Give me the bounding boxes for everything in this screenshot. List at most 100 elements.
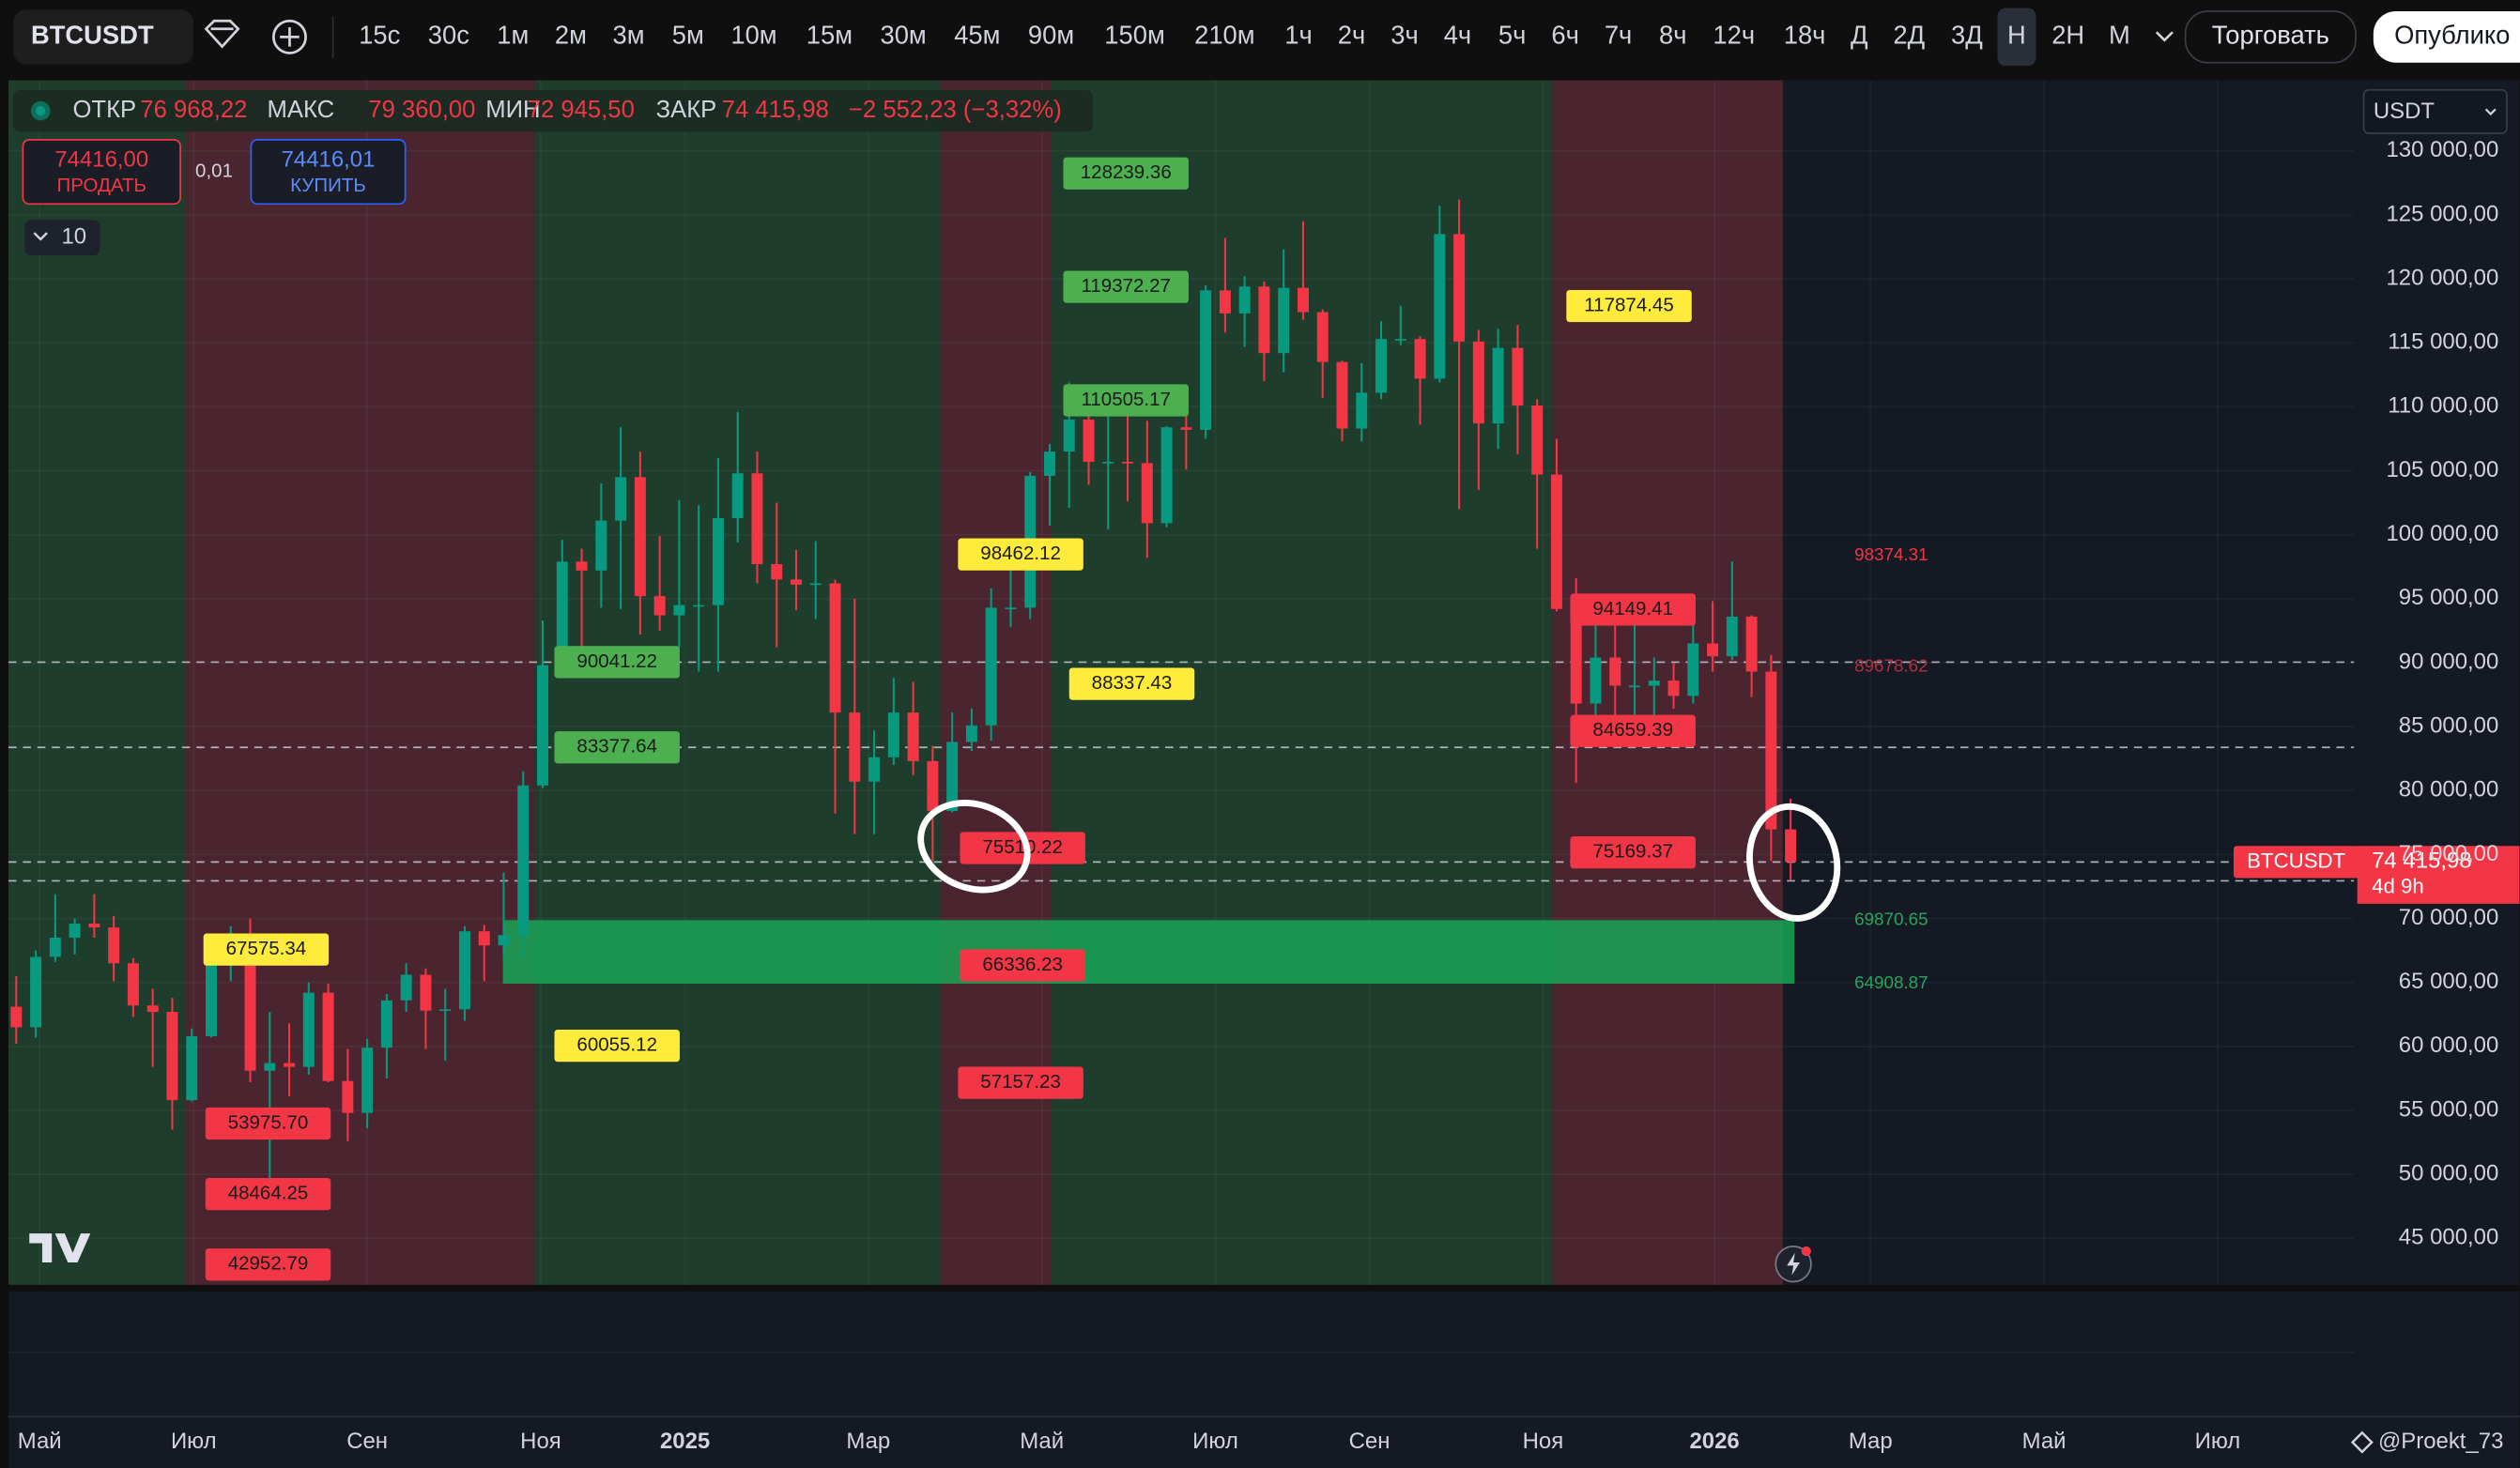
candle-body (791, 579, 802, 585)
interval-button[interactable]: 3ч (1391, 21, 1418, 50)
level-label-box (1570, 836, 1696, 869)
interval-button[interactable]: 210м (1194, 21, 1254, 50)
level-label: 110505.17 (1082, 389, 1171, 410)
interval-button[interactable]: 5м (672, 21, 704, 50)
candle-body (498, 935, 510, 946)
interval-button[interactable]: 8ч (1659, 21, 1686, 50)
candle-body (849, 712, 861, 782)
level-label: 66336.23 (982, 954, 1063, 975)
interval-button[interactable]: 1м (497, 21, 529, 50)
level-label: 75510.22 (982, 836, 1063, 858)
y-tick-label: 65 000,00 (2399, 969, 2499, 994)
y-tick-label: 85 000,00 (2399, 712, 2499, 738)
interval-button[interactable]: 30с (428, 21, 469, 50)
candle-body (1707, 643, 1719, 657)
candle-body (887, 712, 899, 757)
publish-button[interactable] (2373, 10, 2520, 63)
candle-body (615, 477, 627, 521)
interval-button[interactable]: 3Д (1951, 21, 1983, 50)
interval-button[interactable]: 2ч (1338, 21, 1365, 50)
trade-button[interactable] (2184, 10, 2357, 64)
candle-body (1316, 312, 1329, 362)
interval-button[interactable]: 15с (359, 21, 400, 50)
candle-body (127, 963, 139, 1006)
x-tick-label: Сен (1349, 1429, 1391, 1454)
level-label-box (1063, 157, 1189, 190)
indicators-toggle[interactable] (24, 220, 100, 256)
candle-body (907, 712, 919, 761)
diamond-icon[interactable] (204, 19, 240, 49)
interval-button[interactable]: 12ч (1713, 21, 1755, 50)
interval-button[interactable]: 45м (954, 21, 1000, 50)
level-label: 42952.79 (228, 1253, 309, 1275)
interval-button[interactable]: 1ч (1284, 21, 1312, 50)
level-label-box (1063, 384, 1189, 417)
candle-body (1102, 461, 1114, 464)
level-label-box (1570, 714, 1696, 747)
symbol-search[interactable] (13, 9, 193, 65)
interval-button[interactable]: 150м (1104, 21, 1164, 50)
candle-body (1512, 347, 1524, 406)
interval-button[interactable]: 6ч (1551, 21, 1578, 50)
interval-button[interactable]: 10м (730, 21, 776, 50)
level-label: 53975.70 (228, 1111, 309, 1133)
candle-body (927, 760, 939, 812)
legend-value: 72 945,50 (528, 97, 635, 123)
candle-body (1648, 680, 1660, 686)
buy-button[interactable] (250, 139, 407, 206)
candle-body (868, 757, 881, 782)
interval-button[interactable]: 90м (1028, 21, 1074, 50)
add-icon[interactable] (271, 19, 307, 54)
interval-button[interactable]: 15м (807, 21, 853, 50)
y-tick-label: 50 000,00 (2399, 1160, 2499, 1185)
interval-button[interactable]: 2Н (2051, 21, 2084, 50)
x-tick-label: Май (18, 1429, 62, 1454)
candle-body (420, 974, 432, 1011)
candle-body (1531, 405, 1544, 475)
candle-body (1356, 392, 1368, 429)
level-label-box (1570, 593, 1696, 626)
interval-button[interactable]: 3м (612, 21, 644, 50)
candle-body (731, 473, 744, 518)
right-level-label: 64908.87 (1854, 972, 1928, 992)
interval-button[interactable]: 7ч (1605, 21, 1632, 50)
y-tick-label: 130 000,00 (2386, 137, 2498, 162)
interval-button[interactable]: 2м (555, 21, 587, 50)
candle-body (1453, 234, 1466, 342)
interval-button[interactable]: М (2109, 21, 2130, 50)
candle-body (965, 725, 977, 742)
legend-key: МИН (485, 97, 540, 123)
trend-zone (8, 80, 185, 1285)
y-tick-label: 115 000,00 (2388, 329, 2498, 355)
x-tick-label: Июл (2195, 1429, 2241, 1454)
interval-button[interactable]: Н (2007, 21, 2026, 50)
interval-button[interactable]: 18ч (1784, 21, 1826, 50)
candle-body (1609, 657, 1621, 686)
candle-body (751, 473, 763, 565)
level-label: 60055.12 (576, 1034, 657, 1056)
level-label-box (203, 933, 330, 966)
candle-body (537, 665, 549, 786)
currency-select[interactable] (2362, 88, 2508, 134)
interval-button[interactable]: 2Д (1893, 21, 1925, 50)
interval-button[interactable]: 5ч (1498, 21, 1526, 50)
interval-button[interactable]: 4ч (1444, 21, 1471, 50)
candle-body (205, 941, 217, 1036)
interval-more[interactable] (2155, 31, 2174, 42)
interval-button[interactable]: 30м (880, 21, 926, 50)
candle-body (653, 596, 666, 616)
add-plus (280, 27, 300, 47)
candle-body (1005, 607, 1017, 610)
legend-key: ОТКР (72, 97, 136, 123)
price-tag-price: 74 415,98 (2372, 849, 2472, 874)
level-label-box (958, 1066, 1083, 1099)
candle-body (673, 604, 685, 616)
legend-value: 79 360,00 (368, 97, 475, 123)
sell-button[interactable] (22, 139, 181, 206)
level-label-box (205, 1107, 331, 1140)
interval-button[interactable]: Д (1851, 21, 1868, 50)
candle-body (380, 1000, 392, 1048)
candle-body (108, 927, 120, 964)
